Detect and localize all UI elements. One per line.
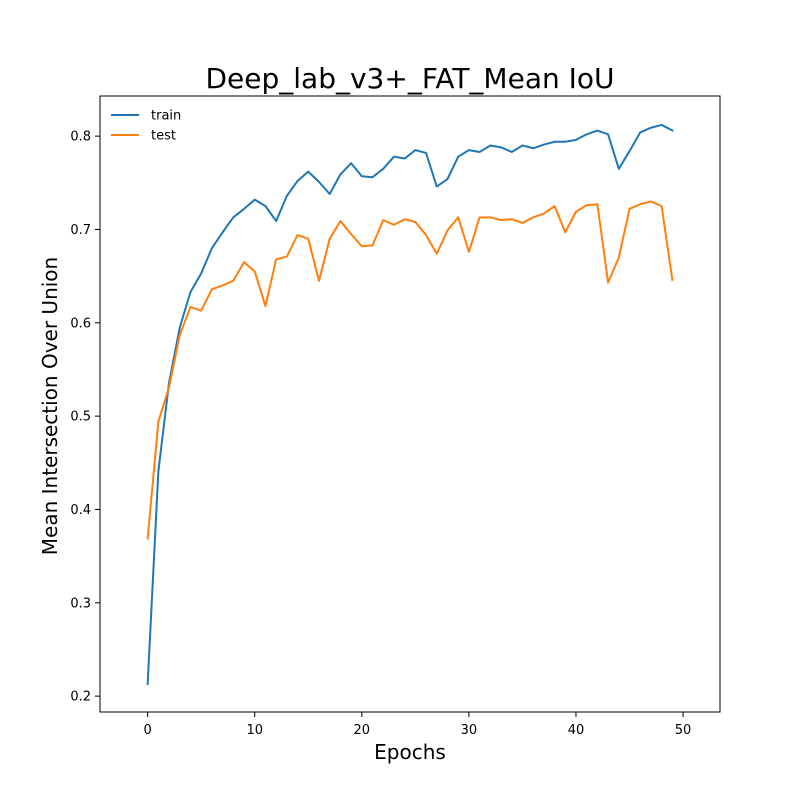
y-tick-label: 0.6 bbox=[70, 316, 91, 331]
chart-title: Deep_lab_v3+_FAT_Mean IoU bbox=[205, 62, 614, 95]
y-tick-label: 0.2 bbox=[70, 690, 91, 705]
x-tick-label: 20 bbox=[354, 723, 371, 738]
x-tick-label: 0 bbox=[144, 723, 152, 738]
y-tick-label: 0.7 bbox=[70, 223, 91, 238]
y-tick-label: 0.4 bbox=[70, 503, 91, 518]
plot-frame bbox=[99, 95, 721, 713]
axes: 0 10 20 30 40 50 0.2 0.3 0.4 0.5 0.6 0.7 0.8 bbox=[70, 95, 721, 738]
y-tick-label: 0.8 bbox=[70, 130, 91, 145]
x-tick-label: 40 bbox=[568, 723, 585, 738]
x-tick-label: 50 bbox=[675, 723, 692, 738]
y-axis-label: Mean Intersection Over Union bbox=[38, 257, 62, 555]
y-tick-label: 0.5 bbox=[70, 410, 91, 425]
series-line-test bbox=[146, 200, 674, 540]
x-tick-label: 10 bbox=[246, 723, 263, 738]
legend: train test bbox=[111, 109, 181, 144]
legend-label-test: test bbox=[151, 129, 176, 144]
legend-label-train: train bbox=[151, 109, 181, 124]
x-axis-label: Epochs bbox=[374, 740, 446, 764]
y-tick-label: 0.3 bbox=[70, 596, 91, 611]
series-line-train bbox=[146, 123, 674, 686]
plot-area bbox=[146, 123, 674, 686]
x-tick-label: 30 bbox=[461, 723, 478, 738]
